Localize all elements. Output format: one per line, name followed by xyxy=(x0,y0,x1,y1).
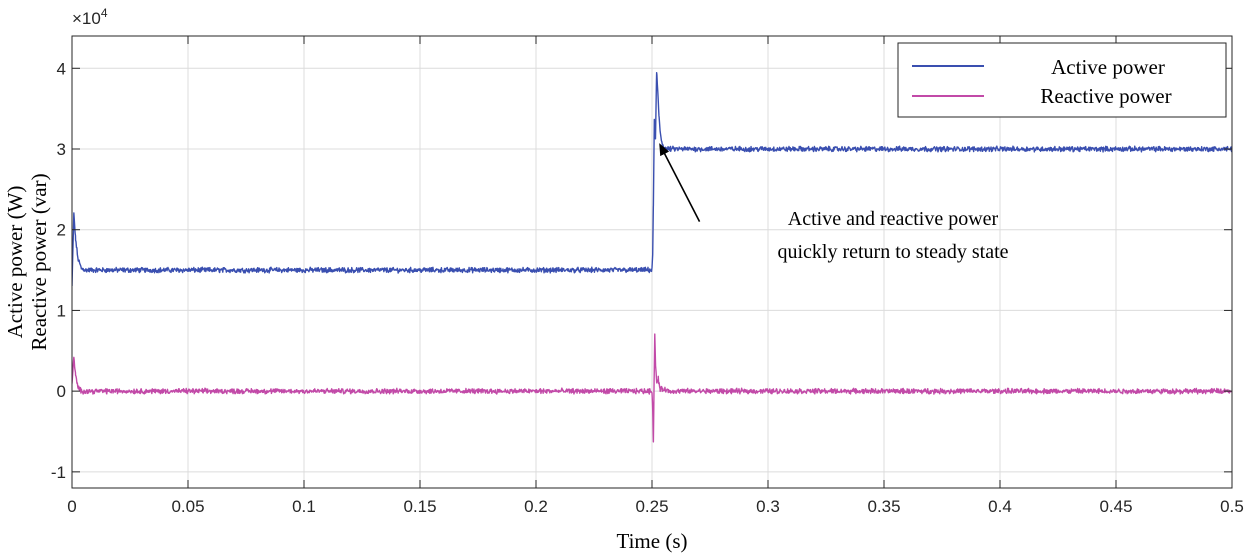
x-tick-label: 0.1 xyxy=(292,497,316,516)
y-tick-label: 0 xyxy=(57,382,66,401)
series-layer xyxy=(72,71,1232,443)
legend-label-reactive: Reactive power xyxy=(1040,84,1171,108)
annotation-line1: Active and reactive power xyxy=(788,208,999,230)
y-tick-label: -1 xyxy=(51,463,66,482)
x-tick-label: 0.2 xyxy=(524,497,548,516)
x-tick-label: 0.4 xyxy=(988,497,1012,516)
x-tick-label: 0.45 xyxy=(1099,497,1132,516)
legend-label-active: Active power xyxy=(1051,55,1165,79)
y-axis-title-line2: Reactive power (var) xyxy=(27,173,51,350)
x-tick-label: 0.05 xyxy=(171,497,204,516)
x-tick-label: 0.3 xyxy=(756,497,780,516)
y-tick-label: 3 xyxy=(57,140,66,159)
series-active-power-line xyxy=(72,71,1232,286)
x-tick-label: 0.15 xyxy=(403,497,436,516)
x-tick-label: 0.35 xyxy=(867,497,900,516)
y-axis-title-line1: Active power (W) xyxy=(3,186,27,339)
axis-ticks: 0 0.05 0.1 0.15 0.2 0.25 0.3 0.35 0.4 0.45 0.5-101… xyxy=(51,36,1244,516)
annotation-line2: quickly return to steady state xyxy=(777,241,1008,263)
series-reactive-power-line xyxy=(72,333,1232,443)
legend: Active power Reactive power xyxy=(897,42,1227,118)
y-tick-label: 1 xyxy=(57,301,66,320)
x-tick-label: 0.25 xyxy=(635,497,668,516)
x-axis-title: Time (s) xyxy=(617,529,688,553)
x-tick-label: 0 xyxy=(67,497,76,516)
y-tick-label: 4 xyxy=(57,59,66,78)
legend-box xyxy=(897,42,1227,118)
x-tick-label: 0.5 xyxy=(1220,497,1244,516)
y-tick-label: 2 xyxy=(57,221,66,240)
annotation: Active and reactive power quickly return… xyxy=(659,143,1009,263)
y-multiplier: ×104 xyxy=(72,6,108,28)
annotation-arrow xyxy=(659,143,701,223)
